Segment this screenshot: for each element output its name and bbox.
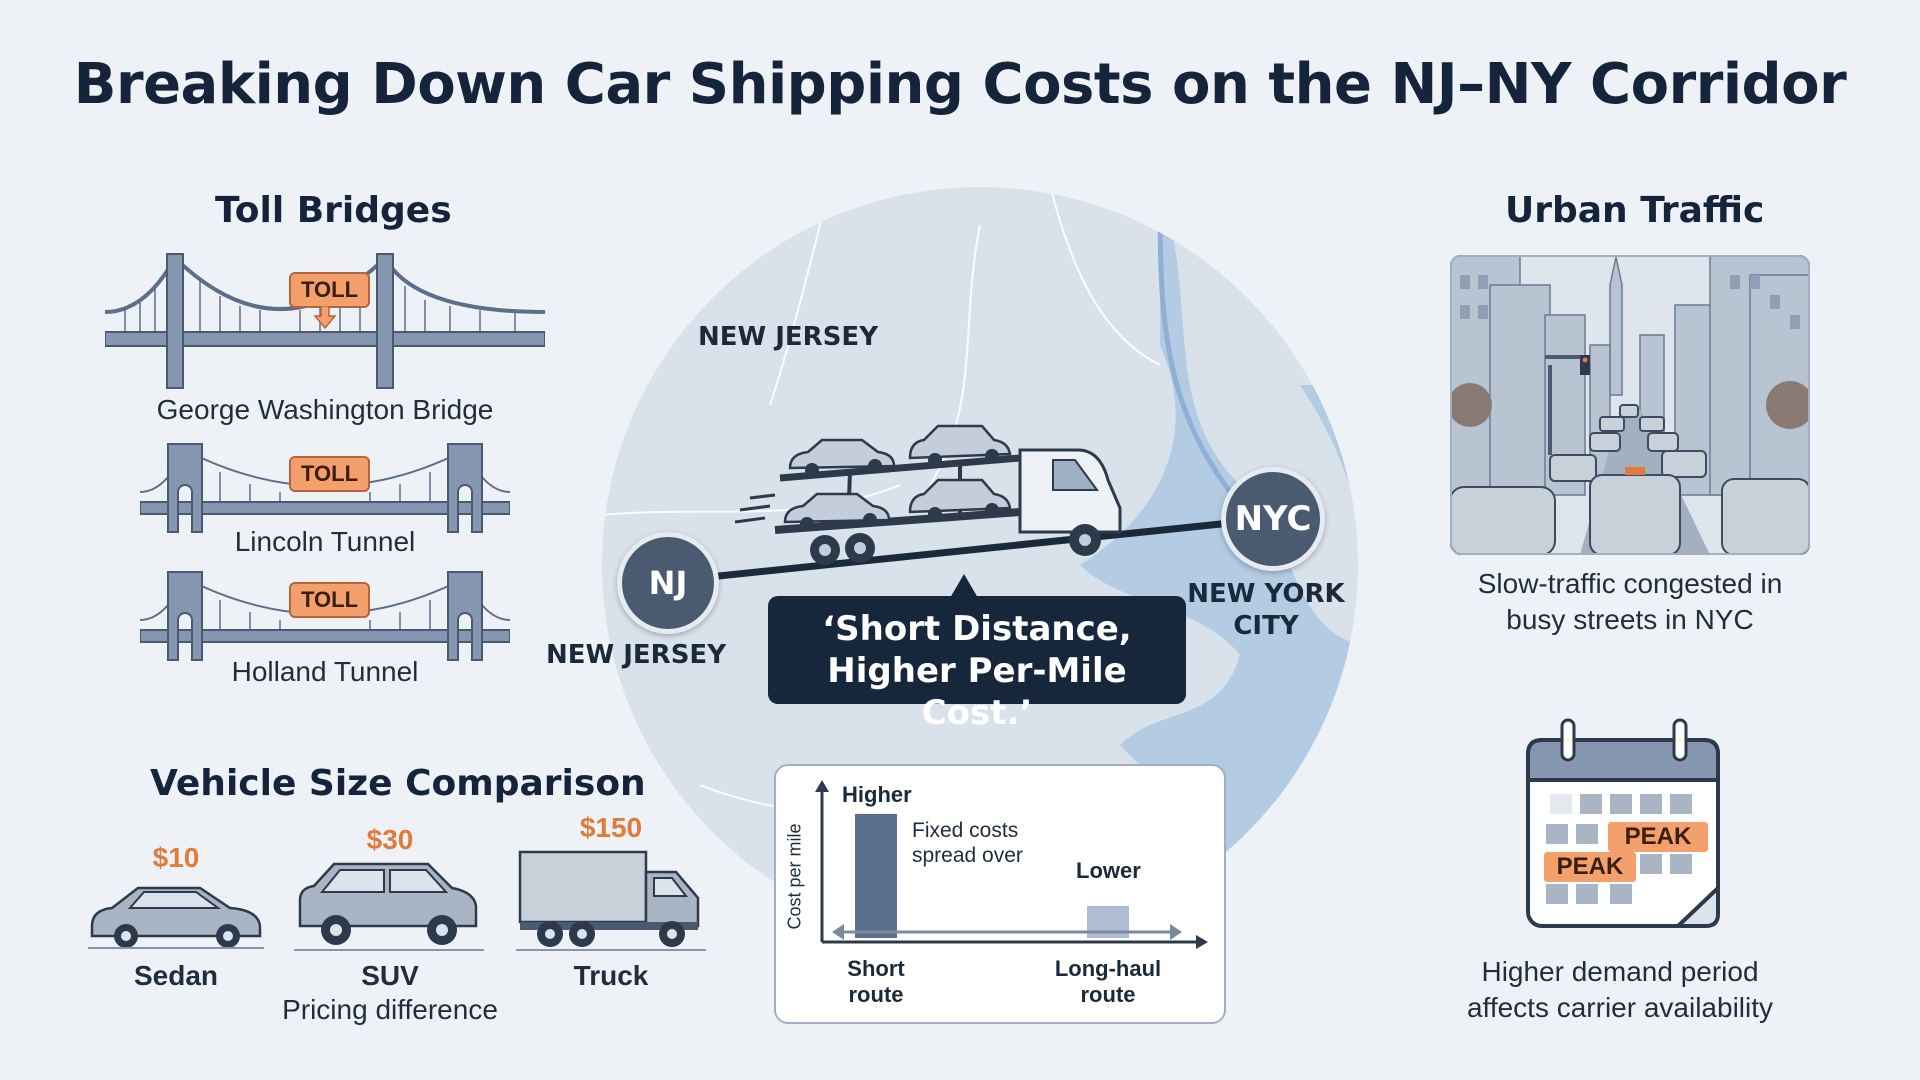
suv-label: SUV: [361, 960, 419, 991]
pricing-difference-caption: Pricing difference: [282, 994, 498, 1025]
arrow-down-icon: [313, 306, 337, 330]
toll-badge: TOLL: [289, 582, 371, 618]
sedan-label: Sedan: [133, 960, 219, 991]
fixed-costs-annotation: Fixed costs spread over: [912, 819, 1023, 867]
y-axis-arrow: [815, 780, 829, 792]
suv-icon: [294, 862, 484, 951]
bar-short-route: [855, 813, 897, 938]
bridge-name: George Washington Bridge: [156, 394, 494, 425]
chart-plot: [815, 780, 1208, 949]
urban-traffic-caption: Slow-traffic congested in busy streets in…: [1477, 568, 1783, 635]
calendar-icon: [1526, 718, 1720, 928]
traffic-jam-illustration: [1450, 255, 1810, 555]
spread-arrow-left-head: [832, 924, 844, 940]
peak-badge: PEAK: [1608, 822, 1708, 852]
map-label-new-york-city: NEW YORK CITY: [1187, 579, 1345, 641]
bar-label-lower: Lower: [1076, 858, 1141, 883]
truck-label: Truck: [573, 960, 649, 991]
toll-bridges-heading: Toll Bridges: [215, 190, 452, 231]
x-tick-short-route: Short route: [847, 956, 905, 1007]
nj-badge: NJ: [617, 532, 719, 634]
urban-traffic-heading: Urban Traffic: [1505, 190, 1765, 231]
peak-demand-caption: Higher demand period affects carrier avai…: [1466, 956, 1774, 1023]
x-tick-long-haul-route: Long-haul route: [1054, 956, 1162, 1007]
spread-arrow-right-head: [1170, 924, 1182, 940]
route-line: [676, 518, 1244, 584]
suspension-bridge-icon: [105, 253, 545, 389]
bridge-name: Lincoln Tunnel: [234, 526, 416, 557]
vehicle-size-heading: Vehicle Size Comparison: [150, 763, 646, 804]
sedan-price: $10: [152, 842, 200, 873]
toll-badge: TOLL: [289, 272, 371, 308]
map-label-new-jersey: NEW JERSEY: [546, 640, 727, 670]
suv-price: $30: [366, 824, 414, 855]
y-axis-label: Cost per mile: [784, 823, 805, 930]
bar-label-higher: Higher: [842, 782, 912, 807]
cost-per-mile-chart: Higher Lower Fixed costs spread over Cost…: [774, 764, 1226, 1024]
truck-icon: [516, 850, 706, 951]
peak-badge: PEAK: [1544, 852, 1636, 882]
map-label-new-jersey: NEW JERSEY: [698, 322, 879, 352]
x-axis-arrow: [1196, 935, 1208, 949]
truck-price: $150: [579, 812, 643, 843]
short-distance-callout: ‘Short Distance, Higher Per-Mile Cost.’: [768, 574, 1186, 733]
bridge-name: Holland Tunnel: [231, 656, 419, 687]
nyc-badge: NYC: [1221, 467, 1325, 571]
sedan-icon: [88, 886, 264, 949]
page-title: Breaking Down Car Shipping Costs on the …: [73, 52, 1847, 117]
car-carrier-truck-icon: [734, 424, 1122, 565]
toll-badge: TOLL: [289, 456, 371, 492]
